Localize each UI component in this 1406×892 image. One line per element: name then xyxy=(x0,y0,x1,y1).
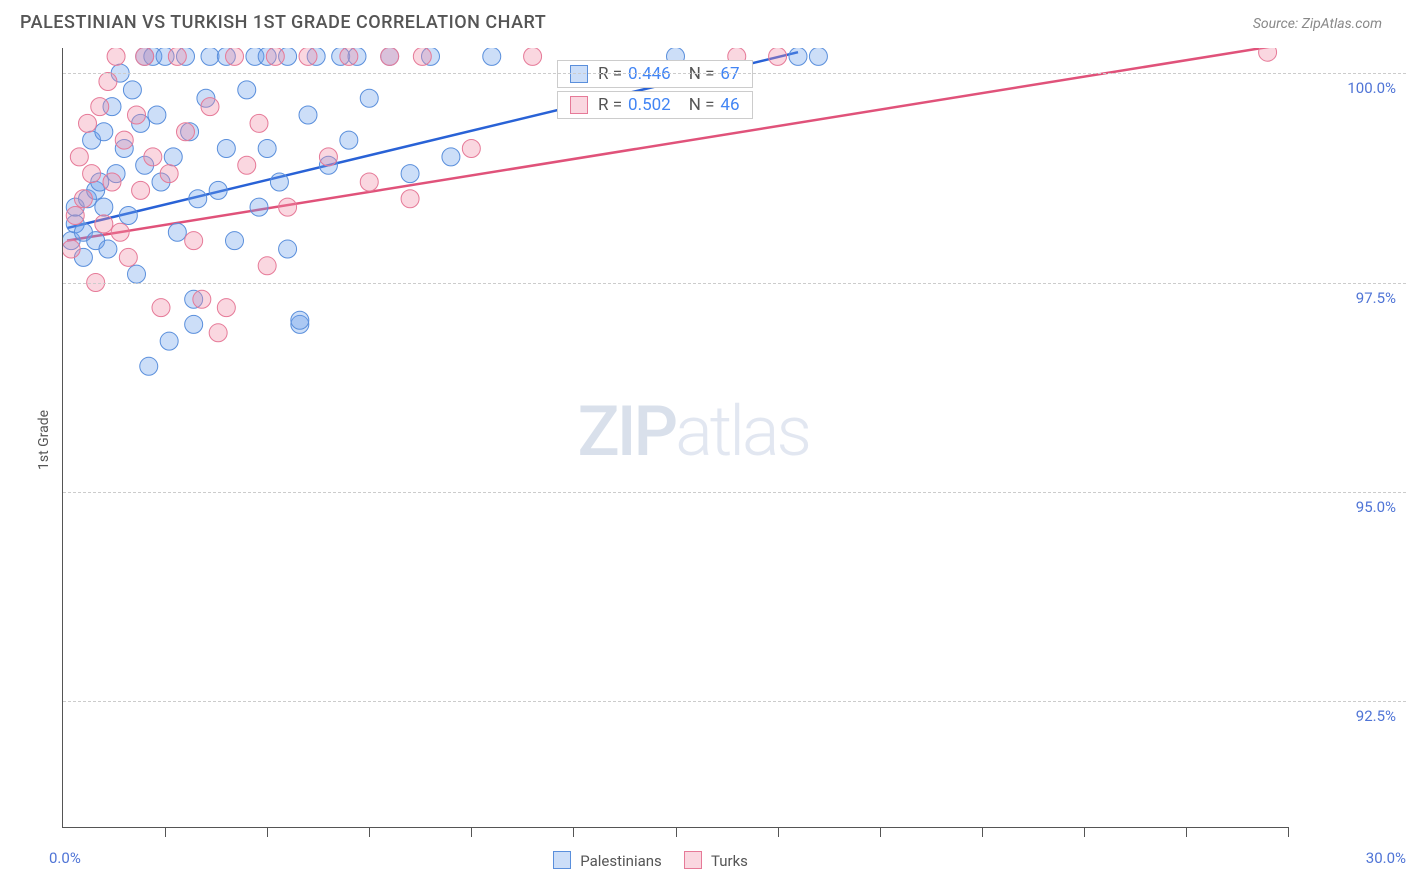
stats-swatch-b xyxy=(570,96,588,114)
header-row: PALESTINIAN VS TURKISH 1ST GRADE CORRELA… xyxy=(16,8,1390,41)
y-tick-label: 95.0% xyxy=(1296,498,1396,516)
y-tick-label: 97.5% xyxy=(1296,289,1396,307)
legend-label-b: Turks xyxy=(711,852,748,870)
legend: Palestinians Turks xyxy=(535,851,748,870)
chart-container: PALESTINIAN VS TURKISH 1ST GRADE CORRELA… xyxy=(0,0,1406,892)
n-label: N = xyxy=(689,95,715,115)
scatter-svg xyxy=(63,48,1288,827)
r-value-b: 0.502 xyxy=(628,95,671,115)
stats-box-series-b: R = 0.502 N = 46 xyxy=(557,91,753,119)
source-attribution: Source: ZipAtlas.com xyxy=(1253,16,1382,32)
legend-swatch-a xyxy=(553,851,571,869)
x-axis-max-label: 30.0% xyxy=(1366,849,1406,867)
y-tick-label: 92.5% xyxy=(1296,707,1396,725)
legend-label-a: Palestinians xyxy=(580,852,662,870)
x-axis-min-label: 0.0% xyxy=(49,849,81,867)
watermark: ZIPatlas xyxy=(578,391,810,473)
legend-swatch-b xyxy=(684,851,702,869)
y-tick-label: 100.0% xyxy=(1296,79,1396,97)
plot-area: ZIPatlas R = 0.446 N = 67 R = 0.502 N = … xyxy=(62,48,1288,828)
chart-title: PALESTINIAN VS TURKISH 1ST GRADE CORRELA… xyxy=(20,12,546,33)
n-value-b: 46 xyxy=(720,95,739,115)
y-axis-title: 1st Grade xyxy=(36,410,52,470)
watermark-light: atlas xyxy=(675,391,809,473)
r-label: R = xyxy=(598,95,622,115)
watermark-bold: ZIP xyxy=(578,391,676,473)
